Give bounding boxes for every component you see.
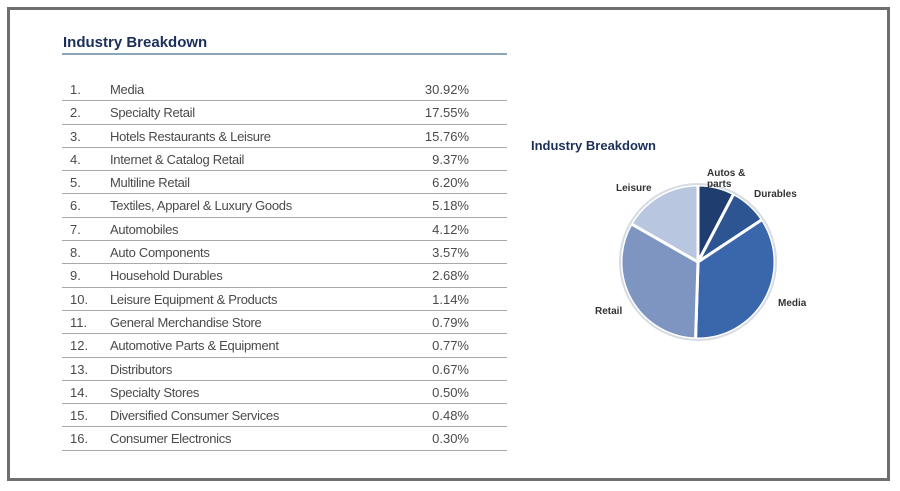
table-row: 16. Consumer Electronics 0.30% — [62, 427, 507, 451]
table-row: 1. Media 30.92% — [62, 78, 507, 102]
row-rank: 2. — [70, 105, 81, 121]
table-row: 4. Internet & Catalog Retail 9.37% — [62, 148, 507, 172]
row-percentage: 0.77% — [432, 338, 469, 354]
row-rank: 8. — [70, 245, 81, 261]
row-industry-name: General Merchandise Store — [110, 314, 262, 330]
pie-label-durables: Durables — [754, 189, 797, 200]
row-rank: 14. — [70, 384, 89, 400]
table-row: 10. Leisure Equipment & Products 1.14% — [62, 288, 507, 311]
row-rank: 1. — [70, 82, 81, 97]
row-industry-name: Multiline Retail — [110, 175, 190, 191]
row-rank: 7. — [70, 221, 81, 237]
row-percentage: 2.68% — [432, 268, 469, 284]
row-rank: 6. — [70, 198, 81, 214]
pie-label-media: Media — [778, 298, 807, 309]
row-industry-name: Internet & Catalog Retail — [110, 151, 245, 167]
row-percentage: 0.67% — [432, 361, 469, 377]
row-rank: 10. — [70, 291, 89, 307]
table-row: 11. General Merchandise Store 0.79% — [62, 311, 507, 335]
row-industry-name: Leisure Equipment & Products — [110, 291, 278, 307]
row-percentage: 0.79% — [432, 314, 469, 330]
row-percentage: 0.30% — [432, 431, 469, 447]
row-rank: 15. — [70, 408, 89, 424]
table-row: 3. Hotels Restaurants & Leisure 15.76% — [62, 125, 507, 148]
table-row: 14. Specialty Stores 0.50% — [62, 381, 507, 405]
industry-table: 1. Media 30.92% 2. Specialty Retail 17.55% 3. H… — [62, 78, 507, 451]
row-percentage: 6.20% — [432, 175, 469, 191]
row-industry-name: Automotive Parts & Equipment — [110, 338, 279, 354]
table-title: Industry Breakdown — [63, 34, 208, 51]
row-rank: 5. — [70, 175, 81, 191]
row-percentage: 30.92% — [424, 82, 469, 97]
pie-slice-leisure — [629, 183, 700, 265]
row-percentage: 15.76% — [424, 128, 469, 144]
row-industry-name: Automobiles — [110, 221, 179, 237]
row-industry-name: Consumer Electronics — [110, 431, 232, 447]
table-row: 9. Household Durables 2.68% — [62, 264, 507, 288]
row-rank: 11. — [70, 314, 88, 330]
row-rank: 16. — [70, 431, 89, 447]
table-row: 13. Distributors 0.67% — [62, 358, 507, 381]
table-row: 8. Auto Components 3.57% — [62, 241, 507, 265]
chart-title: Industry Breakdown — [531, 138, 656, 153]
row-percentage: 9.37% — [432, 151, 469, 167]
row-rank: 4. — [70, 151, 81, 167]
pie-slice-media — [694, 217, 777, 341]
table-row: 2. Specialty Retail 17.55% — [62, 101, 507, 125]
row-rank: 12. — [70, 338, 89, 354]
row-percentage: 3.57% — [432, 245, 469, 261]
row-percentage: 5.18% — [432, 198, 469, 214]
row-percentage: 4.12% — [432, 221, 469, 237]
row-industry-name: Distributors — [110, 361, 173, 377]
pie-label-autos-parts: Autos & parts — [707, 168, 745, 190]
row-percentage: 17.55% — [424, 105, 469, 121]
table-row: 6. Textiles, Apparel & Luxury Goods 5.18% — [62, 194, 507, 218]
row-percentage: 0.48% — [432, 408, 469, 424]
row-industry-name: Media — [110, 82, 144, 97]
pie-label-retail: Retail — [595, 306, 622, 317]
report-frame: Industry Breakdown 1. Media 30.92% 2. Specia… — [7, 7, 890, 481]
pie-chart: Autos & parts Durables Media Retail Leisure — [595, 168, 807, 341]
row-industry-name: Diversified Consumer Services — [110, 408, 280, 424]
row-rank: 9. — [70, 268, 81, 284]
row-percentage: 0.50% — [432, 384, 469, 400]
row-industry-name: Auto Components — [110, 245, 210, 261]
row-industry-name: Specialty Retail — [110, 105, 195, 121]
row-industry-name: Textiles, Apparel & Luxury Goods — [110, 198, 292, 214]
table-row: 5. Multiline Retail 6.20% — [62, 171, 507, 195]
row-industry-name: Specialty Stores — [110, 384, 200, 400]
table-row: 12. Automotive Parts & Equipment 0.77% — [62, 334, 507, 358]
title-divider — [62, 53, 507, 55]
row-rank: 3. — [70, 128, 81, 144]
row-industry-name: Hotels Restaurants & Leisure — [110, 128, 271, 144]
row-rank: 13. — [70, 361, 89, 377]
row-industry-name: Household Durables — [110, 268, 223, 284]
table-row: 7. Automobiles 4.12% — [62, 218, 507, 242]
pie-label-leisure: Leisure — [616, 183, 652, 194]
table-row: 15. Diversified Consumer Services 0.48% — [62, 404, 507, 428]
pie-rim — [619, 183, 777, 341]
row-percentage: 1.14% — [432, 291, 469, 307]
